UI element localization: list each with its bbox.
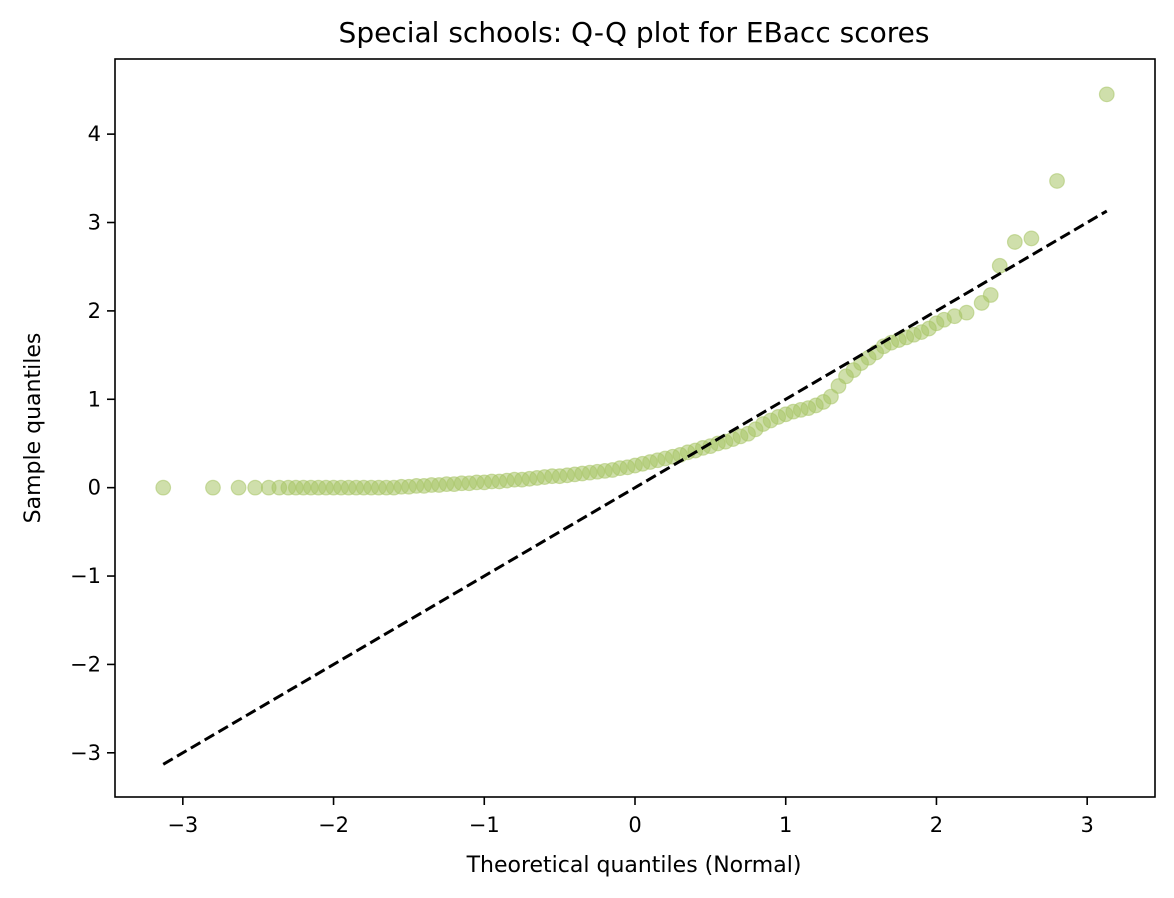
x-tick-label: −3	[167, 813, 198, 837]
data-point	[155, 479, 172, 496]
data-point	[982, 287, 999, 303]
y-tick-label: 3	[88, 211, 101, 235]
plot-area	[155, 86, 1115, 766]
x-axis-label: Theoretical quantiles (Normal)	[466, 853, 802, 878]
axes-frame	[114, 58, 1156, 798]
x-tick-label: −1	[469, 813, 500, 837]
reference-line	[162, 209, 1108, 766]
data-point	[991, 257, 1008, 274]
x-tick-label: 3	[1080, 813, 1093, 837]
x-tick-label: 2	[930, 813, 943, 837]
x-tick-label: 1	[779, 813, 792, 837]
chart-title: Special schools: Q-Q plot for EBacc scor…	[339, 16, 930, 49]
data-point	[958, 304, 975, 321]
y-tick-label: 0	[88, 476, 101, 500]
y-tick-label: 1	[88, 387, 101, 411]
data-point	[1006, 234, 1023, 250]
data-point	[205, 479, 221, 496]
data-point	[1049, 173, 1065, 189]
y-tick-label: 2	[88, 299, 101, 323]
y-tick-label: −3	[70, 741, 101, 765]
data-point	[823, 388, 839, 405]
x-tick-label: −2	[318, 813, 349, 837]
y-tick-label: −2	[70, 652, 101, 676]
data-point	[1023, 230, 1040, 247]
y-tick-label: 4	[88, 122, 101, 146]
y-tick-label: −1	[70, 564, 101, 588]
data-point	[1098, 86, 1115, 103]
y-axis-label: Sample quantiles	[21, 333, 46, 524]
x-tick-label: 0	[628, 813, 641, 837]
data-point	[230, 479, 247, 496]
data-point	[247, 479, 264, 496]
